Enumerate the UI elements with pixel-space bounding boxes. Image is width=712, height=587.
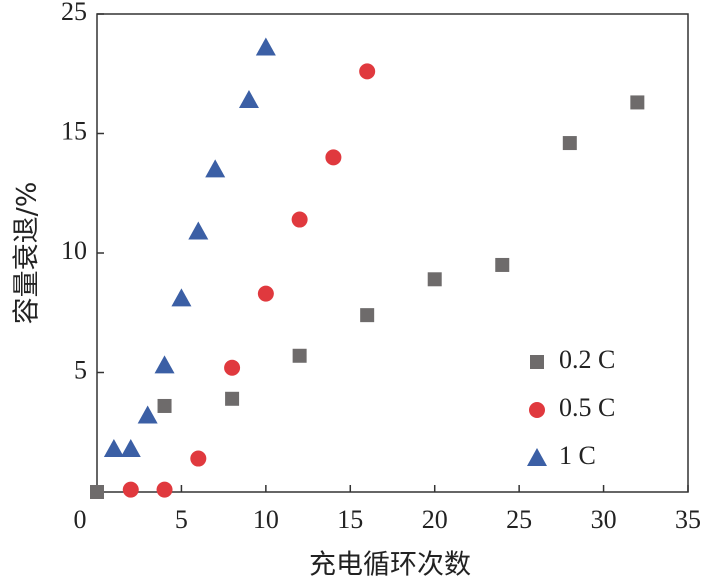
x-tick-label: 5 <box>175 505 188 534</box>
marker-square <box>292 348 307 363</box>
y-tick-label: 5 <box>74 355 87 384</box>
x-tick-label: 30 <box>591 505 617 534</box>
marker-triangle <box>103 438 124 457</box>
marker-square <box>225 391 240 406</box>
marker-circle <box>359 63 376 80</box>
x-tick-label: 35 <box>675 505 701 534</box>
marker-triangle <box>154 355 175 374</box>
marker-square <box>562 136 577 151</box>
marker-triangle <box>120 438 141 457</box>
x-tick-label: 25 <box>506 505 532 534</box>
x-tick-label: 15 <box>337 505 363 534</box>
marker-circle <box>156 481 173 498</box>
marker-triangle <box>255 37 276 56</box>
marker-circle <box>190 450 207 467</box>
legend-label: 1 C <box>559 441 596 470</box>
legend-label: 0.5 C <box>559 393 615 422</box>
marker-square <box>360 308 375 323</box>
marker-circle <box>291 211 308 228</box>
marker-square <box>90 485 104 499</box>
marker-triangle <box>527 448 547 466</box>
y-tick-label: 25 <box>61 0 87 26</box>
x-tick-label: 0 <box>74 505 87 534</box>
marker-triangle <box>188 221 209 240</box>
marker-circle <box>224 359 241 376</box>
x-tick-label: 10 <box>253 505 279 534</box>
marker-circle <box>122 481 139 498</box>
marker-square <box>530 355 544 369</box>
marker-circle <box>529 402 545 418</box>
y-tick-label: 15 <box>61 116 87 145</box>
marker-triangle <box>171 288 192 307</box>
marker-square <box>495 257 510 272</box>
x-tick-label: 20 <box>422 505 448 534</box>
marker-triangle <box>238 90 259 109</box>
marker-triangle <box>205 159 226 178</box>
marker-circle <box>257 285 274 302</box>
marker-circle <box>325 149 342 166</box>
marker-triangle <box>137 405 158 424</box>
y-tick-label: 10 <box>61 236 87 265</box>
marker-square <box>157 398 172 413</box>
marker-square <box>427 272 442 287</box>
x-axis-label: 充电循环次数 <box>309 550 471 581</box>
legend-label: 0.2 C <box>559 345 615 374</box>
y-axis-label: 容量衰退/% <box>12 182 43 325</box>
marker-square <box>630 95 645 110</box>
